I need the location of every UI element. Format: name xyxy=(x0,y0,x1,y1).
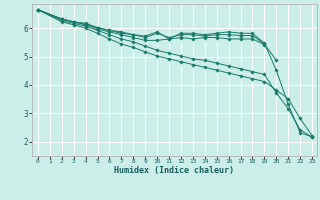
X-axis label: Humidex (Indice chaleur): Humidex (Indice chaleur) xyxy=(115,166,234,175)
